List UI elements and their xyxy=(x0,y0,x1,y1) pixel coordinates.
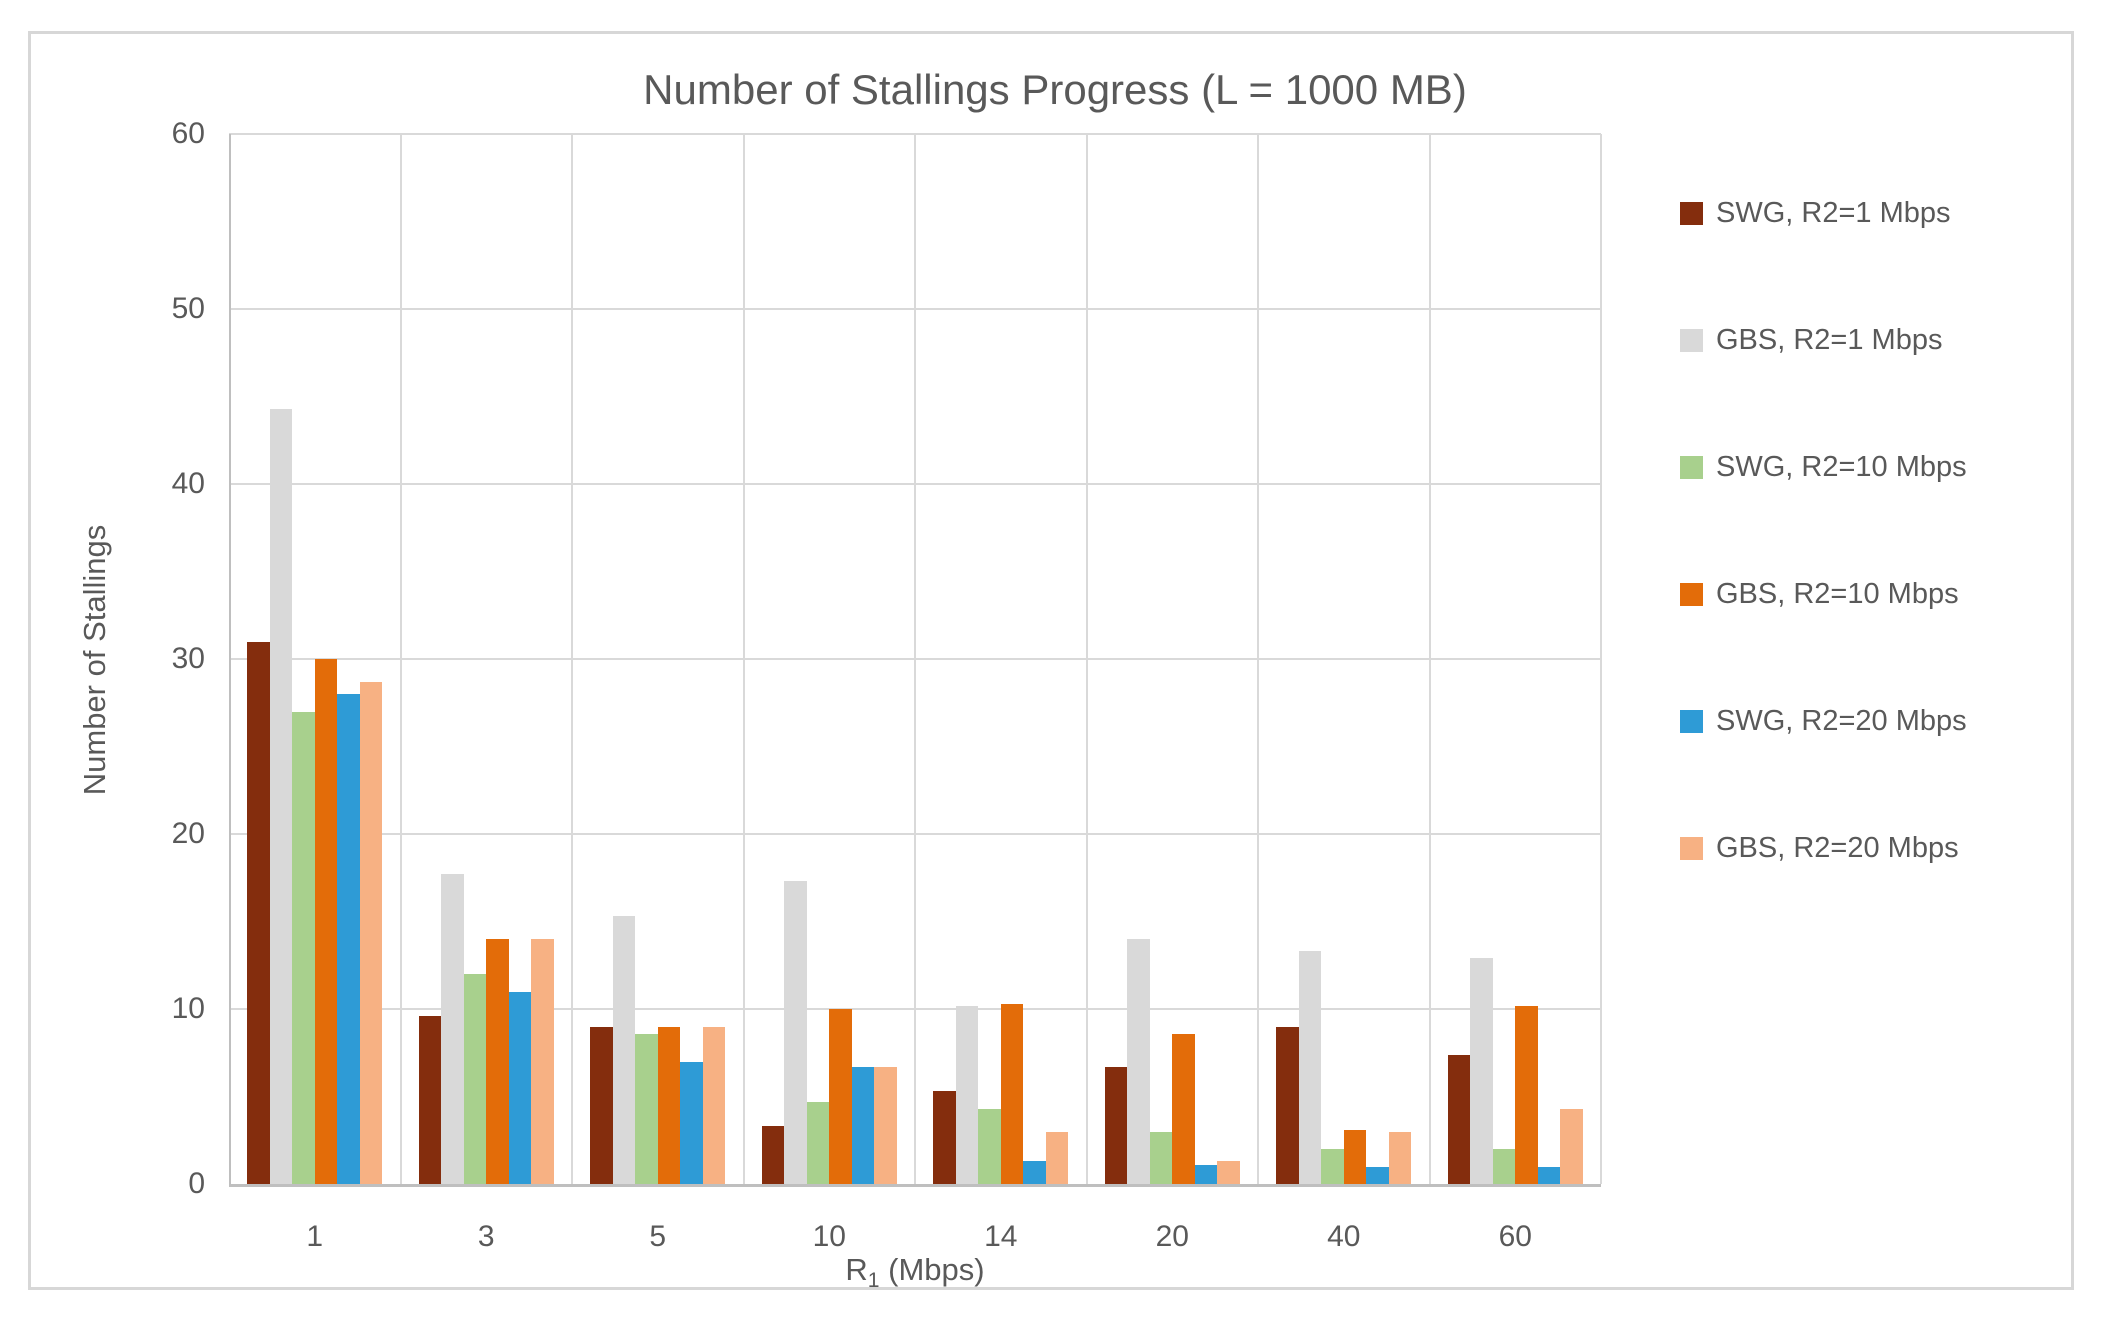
bar xyxy=(1388,1131,1412,1184)
bar xyxy=(590,1026,613,1184)
bar xyxy=(851,1066,875,1184)
bar xyxy=(359,681,383,1184)
bar xyxy=(269,408,293,1184)
gridline-vertical xyxy=(1257,134,1259,1184)
bar xyxy=(829,1009,852,1184)
bar xyxy=(531,939,554,1184)
y-tick-label: 0 xyxy=(188,1167,205,1200)
legend-item: GBS, R2=10 Mbps xyxy=(1680,578,1959,611)
x-axis-title-unit: (Mbps) xyxy=(879,1252,985,1287)
bar xyxy=(1023,1161,1046,1184)
bar xyxy=(978,1108,1001,1184)
x-tick-label: 1 xyxy=(306,1220,324,1253)
bar xyxy=(1515,1005,1538,1184)
legend-label: SWG, R2=10 Mbps xyxy=(1716,451,1967,483)
gridline-vertical xyxy=(571,134,573,1184)
bar xyxy=(441,874,464,1184)
bar xyxy=(463,974,487,1184)
plot-area xyxy=(229,133,1602,1187)
bar xyxy=(933,1091,956,1184)
legend-label: SWG, R2=1 Mbps xyxy=(1716,197,1951,229)
legend-swatch xyxy=(1680,202,1703,225)
legend-swatch xyxy=(1680,710,1703,733)
gridline-vertical xyxy=(1600,134,1602,1184)
bar xyxy=(1343,1129,1367,1184)
bar xyxy=(292,711,315,1184)
y-axis-title: Number of Stallings xyxy=(77,524,112,796)
legend-item: SWG, R2=10 Mbps xyxy=(1680,451,1967,484)
bar xyxy=(1492,1149,1516,1184)
legend-item: SWG, R2=1 Mbps xyxy=(1680,197,1951,230)
bar xyxy=(1321,1149,1344,1184)
gridline-vertical xyxy=(1085,134,1088,1184)
bar xyxy=(247,641,270,1184)
y-tick-label: 40 xyxy=(171,467,205,500)
bar xyxy=(635,1033,658,1184)
legend-swatch xyxy=(1680,837,1703,860)
bar xyxy=(1194,1164,1218,1184)
y-axis-line xyxy=(229,134,231,1186)
bar xyxy=(337,694,360,1184)
x-axis-title-sub: 1 xyxy=(867,1269,880,1293)
bar xyxy=(1149,1131,1173,1184)
legend-item: SWG, R2=20 Mbps xyxy=(1680,705,1967,738)
x-tick-label: 14 xyxy=(984,1220,1018,1253)
bar xyxy=(418,1016,442,1184)
bar xyxy=(761,1126,785,1184)
legend-item: GBS, R2=20 Mbps xyxy=(1680,832,1959,865)
gridline-vertical xyxy=(914,134,916,1184)
chart-title: Number of Stallings Progress (L = 1000 M… xyxy=(643,66,1467,113)
bar xyxy=(508,991,532,1184)
bar xyxy=(1560,1108,1583,1184)
bar xyxy=(955,1005,979,1184)
bar xyxy=(1172,1033,1195,1184)
gridline-vertical xyxy=(399,134,402,1184)
bar xyxy=(806,1101,830,1184)
gridline-vertical xyxy=(742,134,745,1184)
x-tick-label: 20 xyxy=(1155,1220,1189,1253)
bar xyxy=(1104,1066,1128,1184)
bar xyxy=(314,659,338,1184)
bar xyxy=(680,1061,703,1184)
bar xyxy=(1276,1026,1299,1184)
gridline-vertical xyxy=(1428,134,1431,1184)
bar xyxy=(486,939,509,1184)
bar xyxy=(702,1026,726,1184)
legend-swatch xyxy=(1680,329,1703,352)
bar xyxy=(612,916,636,1184)
x-axis-title-base: R xyxy=(845,1252,868,1287)
x-tick-label: 40 xyxy=(1327,1220,1361,1253)
bar xyxy=(1447,1054,1471,1184)
x-axis-line xyxy=(229,1184,1601,1187)
x-tick-label: 5 xyxy=(649,1220,667,1253)
x-tick-label: 60 xyxy=(1498,1220,1532,1253)
y-tick-label: 10 xyxy=(171,992,205,1025)
legend-swatch xyxy=(1680,583,1703,606)
y-tick-label: 30 xyxy=(171,642,205,675)
x-tick-label: 3 xyxy=(477,1220,495,1253)
legend-label: GBS, R2=1 Mbps xyxy=(1716,324,1943,356)
bar xyxy=(874,1066,897,1184)
legend-item: GBS, R2=1 Mbps xyxy=(1680,324,1942,357)
bar xyxy=(1000,1003,1024,1184)
bar xyxy=(784,881,807,1184)
legend-label: GBS, R2=20 Mbps xyxy=(1716,832,1959,864)
legend-label: GBS, R2=10 Mbps xyxy=(1716,578,1959,610)
bar xyxy=(1217,1161,1240,1184)
bar xyxy=(657,1026,681,1184)
legend-swatch xyxy=(1680,456,1703,479)
y-tick-label: 20 xyxy=(171,817,205,850)
bar xyxy=(1045,1131,1069,1184)
bar xyxy=(1470,958,1493,1184)
bar xyxy=(1537,1166,1561,1184)
bar xyxy=(1366,1166,1389,1184)
x-tick-label: 10 xyxy=(812,1220,846,1253)
legend-label: SWG, R2=20 Mbps xyxy=(1716,705,1967,737)
y-tick-label: 60 xyxy=(171,117,205,150)
x-axis-title: R1 (Mbps) xyxy=(615,1252,1215,1293)
bar xyxy=(1298,951,1322,1184)
bar xyxy=(1127,939,1150,1184)
y-tick-label: 50 xyxy=(171,292,205,325)
